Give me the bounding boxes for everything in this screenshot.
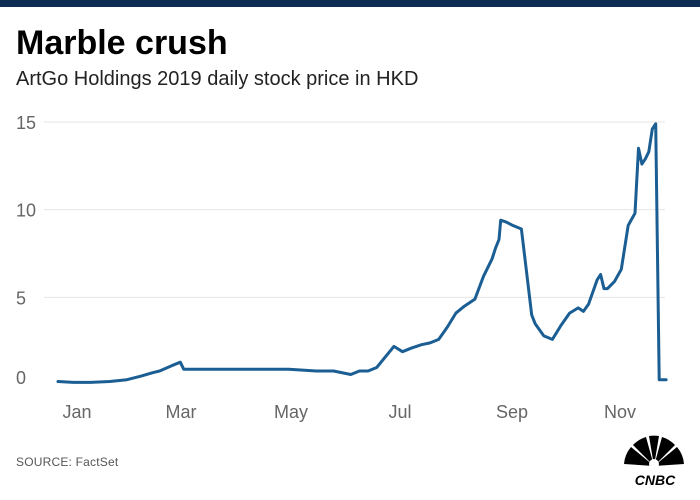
- top-accent-bar: [0, 0, 700, 7]
- x-axis-ticks: Jan Mar May Jul Sep Nov: [62, 402, 636, 422]
- series-layer: [56, 122, 668, 384]
- y-tick-label: 10: [16, 201, 36, 221]
- cnbc-logo-text: CNBC: [634, 472, 676, 488]
- x-tick-label: May: [274, 402, 308, 422]
- chart-subtitle: ArtGo Holdings 2019 daily stock price in…: [16, 68, 419, 90]
- gridlines: [44, 121, 665, 298]
- x-tick-label: Jul: [388, 402, 411, 422]
- chart-title: Marble crush: [16, 24, 228, 62]
- x-tick-label: Sep: [496, 402, 528, 422]
- x-tick-label: Jan: [62, 402, 91, 422]
- stock-price-line-chart: 0 5 10 15 Jan Mar May Jul Sep Nov: [16, 113, 668, 422]
- y-tick-label: 0: [16, 368, 26, 388]
- y-tick-label: 15: [16, 113, 36, 133]
- source-note: SOURCE: FactSet: [16, 455, 119, 469]
- peacock-icon: [624, 435, 684, 469]
- y-axis-ticks: 0 5 10 15: [16, 113, 36, 388]
- x-tick-label: Mar: [166, 402, 197, 422]
- x-tick-label: Nov: [604, 402, 636, 422]
- y-tick-label: 5: [16, 288, 26, 308]
- price-series-line: [56, 122, 668, 384]
